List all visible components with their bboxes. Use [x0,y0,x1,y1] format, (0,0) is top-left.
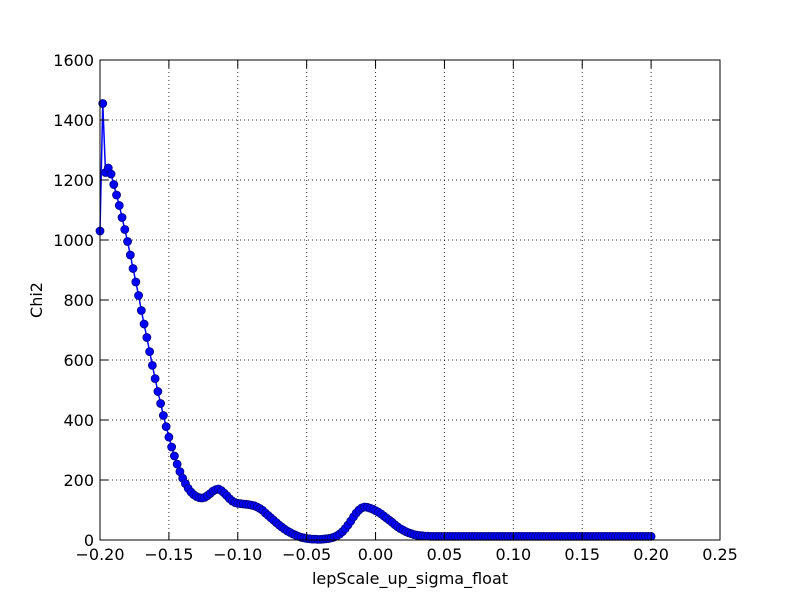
data-point [125,250,135,260]
x-tick-label: 0.25 [702,545,738,564]
y-tick-label: 0 [84,531,94,550]
y-axis-ticks: 0 200 400 600 800 1000 1200 1400 1600 [53,51,720,550]
y-tick-label: 1400 [53,111,94,130]
x-tick-label: 0.00 [358,545,394,564]
grid [100,60,720,540]
y-tick-label: 600 [63,351,94,370]
x-axis-label: lepScale_up_sigma_float [312,569,508,589]
data-point [145,347,155,357]
data-point [128,264,138,273]
x-tick-label: 0.15 [564,545,600,564]
x-tick-label: 0.20 [633,545,669,564]
data-point [167,442,177,452]
data-point [156,399,166,408]
x-tick-label: −0.15 [144,545,193,564]
data-point [134,291,143,300]
data-point [120,225,130,234]
y-tick-label: 200 [63,471,94,490]
y-axis-label: Chi2 [27,282,46,318]
data-point [106,169,116,179]
data-point [139,319,149,329]
x-tick-label: 0.10 [496,545,532,564]
data-point [136,306,146,315]
y-tick-label: 400 [63,411,94,430]
data-point [150,374,160,384]
data-point [123,237,132,246]
x-tick-label: −0.10 [213,545,262,564]
x-tick-label: −0.20 [75,545,124,564]
data-point [142,333,152,342]
data-point [161,422,171,432]
x-tick-label: 0.05 [427,545,463,564]
data-point [153,387,163,396]
data-point [98,99,108,108]
series-layer [95,99,656,544]
data-point [147,360,157,370]
x-tick-label: −0.05 [282,545,331,564]
data-point [169,451,179,461]
data-point [112,190,121,200]
data-point [172,459,182,469]
data-point [164,432,174,442]
x-axis-ticks: −0.20 −0.15 −0.10 −0.05 0.00 0.05 0.10 0.15 0.20… [75,60,738,564]
data-point [109,180,119,189]
data-point [114,201,124,210]
y-tick-label: 1600 [53,51,94,70]
data-point [117,213,127,222]
y-tick-label: 1000 [53,231,94,250]
data-point [158,411,168,420]
y-tick-label: 1200 [53,171,94,190]
y-tick-label: 800 [63,291,94,310]
data-point [131,277,141,287]
